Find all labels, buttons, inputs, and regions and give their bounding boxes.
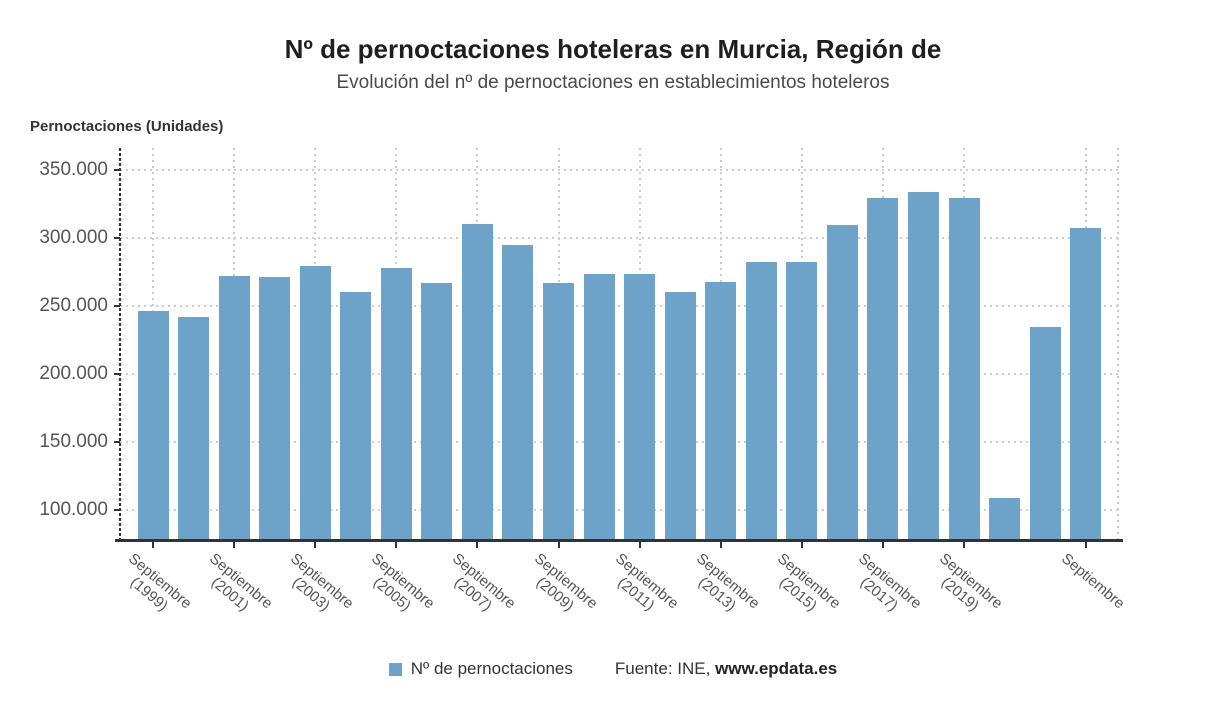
x-axis-tick xyxy=(395,542,398,548)
x-tick-label: Septiembre (2003) xyxy=(287,550,357,615)
chart-subtitle: Evolución del nº de pernoctaciones en es… xyxy=(336,72,890,93)
y-tick-label: 300.000 xyxy=(39,226,108,248)
chart-title: Nº de pernoctaciones hoteleras en Murcia… xyxy=(284,34,942,64)
x-axis-tick xyxy=(1084,542,1087,548)
x-axis-tick xyxy=(881,542,884,548)
y-axis-tick xyxy=(114,236,120,239)
bar-septiembre-2010 xyxy=(583,273,615,540)
y-axis-tick xyxy=(114,441,120,443)
bar-septiembre-2000 xyxy=(178,317,210,540)
legend-swatch-icon xyxy=(388,662,402,676)
bar-septiembre-2017 xyxy=(867,197,899,540)
h-gridline xyxy=(120,509,1118,512)
x-axis-tick xyxy=(233,542,236,548)
x-axis-tick xyxy=(314,542,317,548)
x-axis-tick xyxy=(963,542,965,548)
x-axis-tick xyxy=(719,542,722,548)
x-axis-line xyxy=(115,539,1123,542)
x-tick-label: Septiembre (2009) xyxy=(530,550,601,615)
bar-septiembre-2020 xyxy=(989,497,1021,540)
y-axis-tick xyxy=(114,168,120,171)
x-tick-label: Septiembre (1999) xyxy=(125,550,195,615)
y-axis-tick xyxy=(114,509,120,512)
legend-series-label: Nº de pernoctaciones xyxy=(410,659,573,678)
legend-row: Nº de pernoctaciones Fuente: INE, www.ep… xyxy=(0,659,1226,679)
bar-septiembre-2001 xyxy=(218,275,250,540)
x-tick-label: Septiembre (2001) xyxy=(206,550,276,615)
bar-septiembre-2002 xyxy=(259,277,291,540)
x-axis-tick xyxy=(638,542,641,548)
y-tick-label: 200.000 xyxy=(39,362,108,384)
y-axis-line xyxy=(119,148,121,540)
y-tick-label: 150.000 xyxy=(39,431,108,452)
x-tick-label: Septiembre (2015) xyxy=(773,550,844,615)
x-tick-label: Septiembre (2013) xyxy=(692,550,763,615)
x-axis-tick xyxy=(557,542,560,548)
bar-septiembre-2021 xyxy=(1029,326,1061,540)
bar-septiembre-2022 xyxy=(1070,227,1102,540)
bar-septiembre-2013 xyxy=(705,282,737,540)
h-gridline xyxy=(120,441,1118,443)
bar-septiembre-2004 xyxy=(340,291,372,540)
y-axis-tick xyxy=(114,372,120,375)
bar-septiembre-2007 xyxy=(461,223,493,540)
bar-septiembre-2011 xyxy=(624,273,656,540)
x-axis-tick xyxy=(800,542,803,548)
bar-septiembre-2012 xyxy=(664,292,696,540)
bar-septiembre-1999 xyxy=(137,311,169,540)
h-gridline xyxy=(120,236,1118,239)
bar-septiembre-2018 xyxy=(907,191,939,540)
y-tick-label: 350.000 xyxy=(39,158,108,180)
x-tick-label: Septiembre (2005) xyxy=(368,550,439,615)
x-tick-label: Septiembre xyxy=(1057,550,1128,613)
bar-septiembre-2016 xyxy=(826,224,858,540)
bar-septiembre-2003 xyxy=(299,265,331,540)
bar-septiembre-2005 xyxy=(380,267,412,540)
x-axis-tick xyxy=(152,542,154,548)
y-tick-label: 100.000 xyxy=(39,499,108,521)
x-tick-label: Septiembre (2017) xyxy=(854,550,925,615)
h-gridline xyxy=(120,168,1118,171)
y-axis-title: Pernoctaciones (Unidades) xyxy=(30,118,224,135)
bar-septiembre-2014 xyxy=(745,262,777,540)
x-axis-tick xyxy=(476,542,479,548)
bar-septiembre-2019 xyxy=(948,198,980,540)
source-prefix: Fuente: INE, xyxy=(614,659,711,678)
y-tick-label: 250.000 xyxy=(39,294,108,316)
source-site: www.epdata.es xyxy=(715,659,838,678)
bar-septiembre-2008 xyxy=(502,244,534,540)
h-gridline xyxy=(120,304,1118,307)
bar-septiembre-2015 xyxy=(786,262,818,540)
x-tick-label: Septiembre (2019) xyxy=(936,550,1006,615)
x-tick-label: Septiembre (2011) xyxy=(611,550,682,615)
source-text: Fuente: INE, www.epdata.es xyxy=(615,659,837,679)
x-tick-label: Septiembre (2007) xyxy=(449,550,520,615)
bar-septiembre-2006 xyxy=(421,282,453,540)
legend-item: Nº de pernoctaciones xyxy=(388,659,573,679)
h-gridline xyxy=(120,372,1118,375)
v-gridline xyxy=(1117,148,1119,540)
y-axis-tick xyxy=(114,304,120,307)
bar-septiembre-2009 xyxy=(543,282,574,540)
